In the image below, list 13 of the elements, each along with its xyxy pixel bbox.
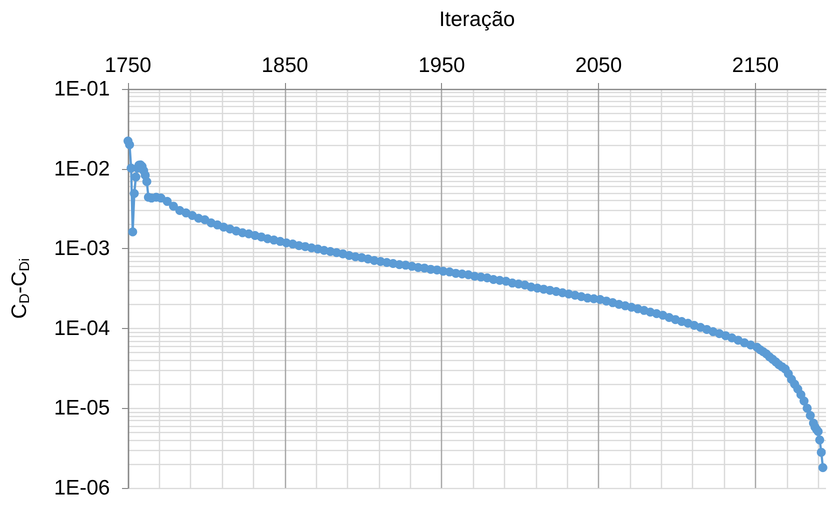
y-tick-label: 1E-02	[54, 157, 110, 180]
x-tick-label: 2050	[575, 54, 622, 77]
x-tick-label: 2150	[732, 54, 779, 77]
y-axis-title: CD-CDi	[8, 258, 32, 319]
y-tick-label: 1E-04	[54, 316, 110, 340]
y-tick-label: 1E-01	[54, 78, 110, 100]
y-tick-label: 1E-03	[54, 237, 110, 260]
x-tick-label: 1950	[418, 54, 466, 77]
y-tick-label: 1E-05	[54, 396, 110, 420]
x-axis-title: Iteração	[439, 8, 515, 31]
x-tick-label: 1850	[261, 54, 308, 77]
y-tick-label: 1E-06	[54, 476, 110, 500]
x-tick-label: 1750	[104, 54, 152, 77]
